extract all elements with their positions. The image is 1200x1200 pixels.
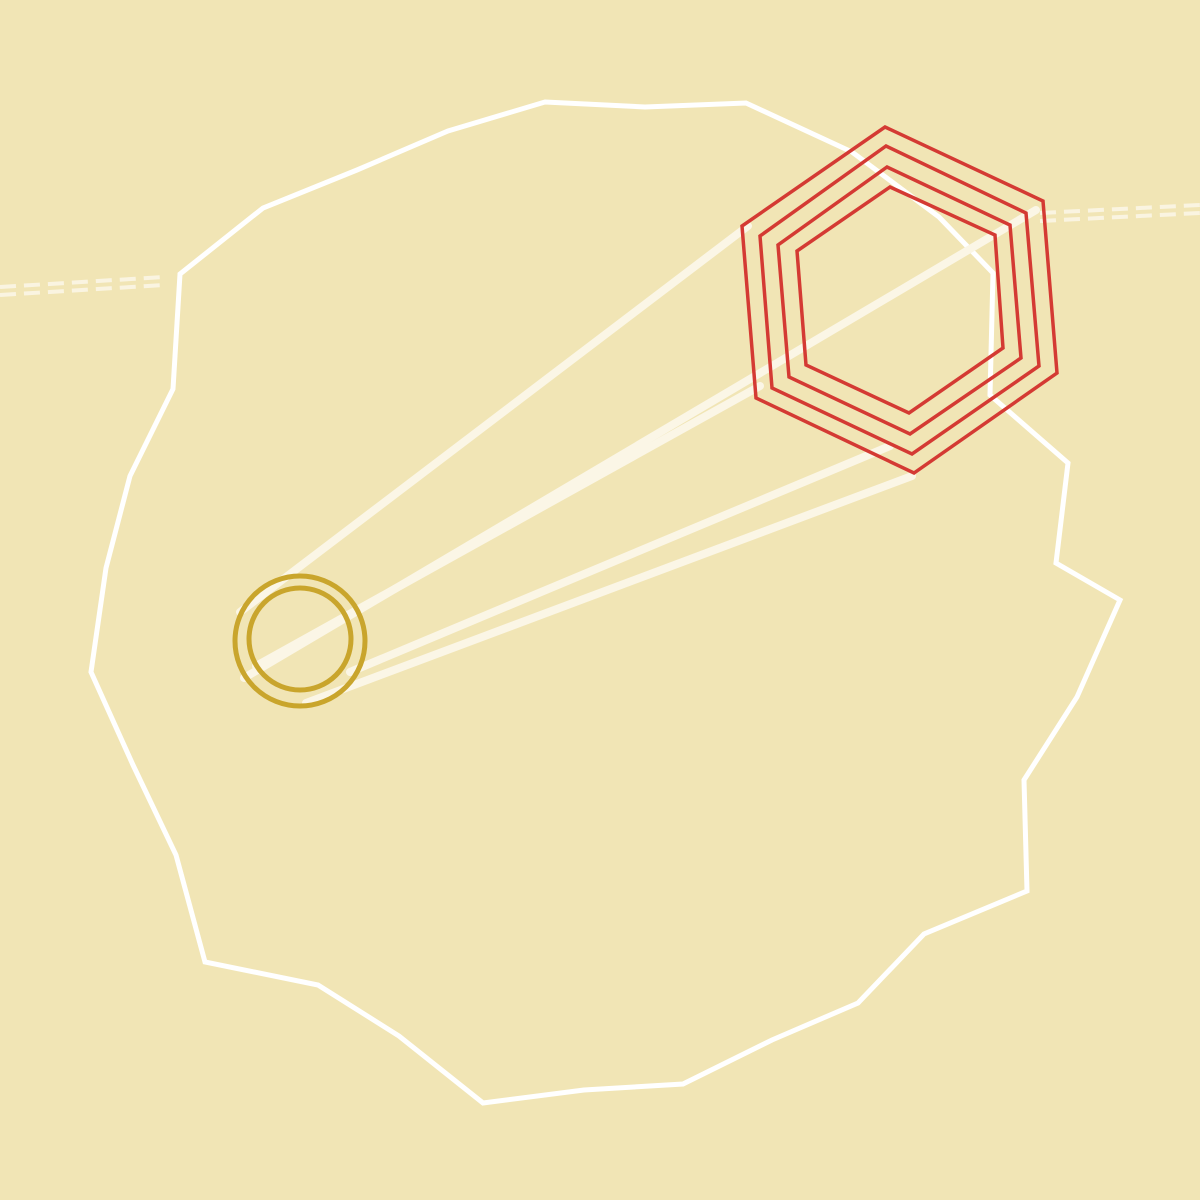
beam-5 <box>346 442 894 676</box>
circle-marker-inner <box>246 585 354 693</box>
hexagon-ring-1 <box>740 124 1059 476</box>
light-beams <box>236 206 1040 707</box>
hexagon-ring-2 <box>758 143 1041 457</box>
dashed-line-left-upper <box>0 275 165 289</box>
dashed-line-right-lower <box>1039 211 1200 223</box>
beam-4 <box>302 472 916 707</box>
dashed-line <box>0 203 1200 297</box>
beam-1 <box>236 222 752 616</box>
circle-marker-outer <box>232 573 368 709</box>
hexagon-ring-4 <box>795 184 1005 416</box>
dashed-line-right-upper <box>1039 203 1200 215</box>
circle-marker <box>232 573 368 709</box>
beam-3 <box>252 382 764 670</box>
dashed-line-left-lower <box>0 283 165 297</box>
outline-polygon <box>88 99 1124 1106</box>
hexagon-ring-3 <box>776 164 1023 437</box>
hexagon-marker <box>740 124 1059 476</box>
